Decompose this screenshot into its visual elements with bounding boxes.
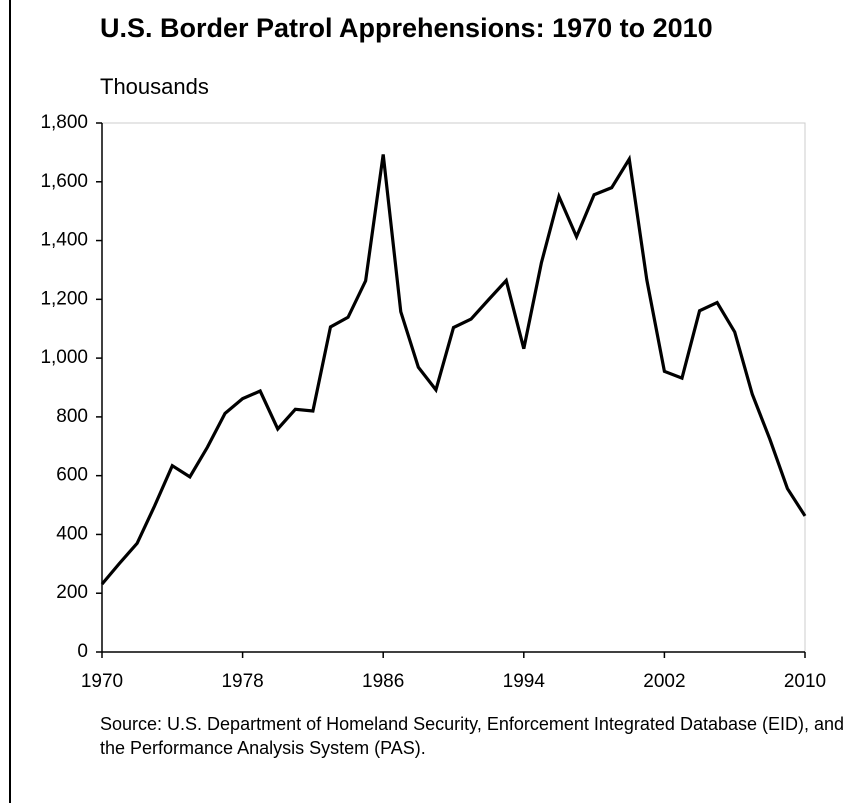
y-tick-label: 400 [56,523,88,544]
source-note: Source: U.S. Department of Homeland Secu… [100,714,845,758]
y-tick-label: 800 [56,406,88,427]
x-tick-label: 1986 [362,671,404,692]
y-tick-label: 1,200 [40,288,88,309]
x-tick-label: 2002 [643,671,685,692]
chart-title: U.S. Border Patrol Apprehensions: 1970 t… [100,13,713,43]
y-tick-label: 0 [77,641,88,662]
x-tick-label: 1994 [503,671,546,692]
source-box: Source: U.S. Department of Homeland Secu… [100,714,845,758]
y-tick-label: 200 [56,582,88,603]
y-axis-label: Thousands [100,74,209,99]
y-tick-label: 600 [56,465,88,486]
y-tick-label: 1,800 [40,112,88,133]
x-tick-label: 2010 [784,671,826,692]
x-tick-label: 1970 [81,671,123,692]
y-tick-label: 1,600 [40,171,88,192]
plot-frame [101,122,806,653]
y-tick-label: 1,400 [40,230,88,251]
data-line [100,154,807,586]
x-tick-label: 1978 [221,671,263,692]
y-tick-label: 1,000 [40,347,88,368]
